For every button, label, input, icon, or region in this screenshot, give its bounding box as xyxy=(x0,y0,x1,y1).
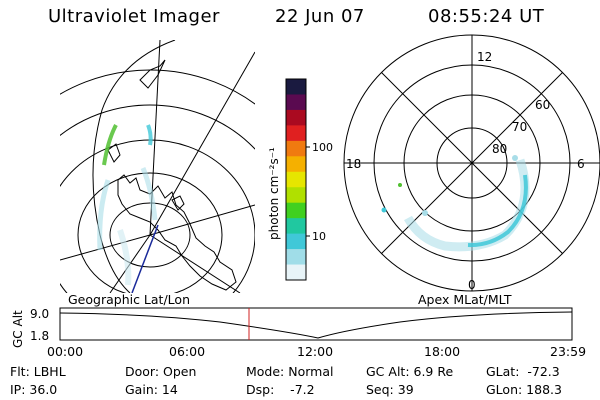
timeline-right-caption: Apex MLat/MLT xyxy=(418,292,512,307)
meridian-1 xyxy=(149,51,255,236)
colorbar-band xyxy=(286,125,306,142)
meridian-6 xyxy=(149,234,241,293)
coastline-4 xyxy=(171,195,185,211)
mlt-label-18: 18 xyxy=(346,157,361,171)
mlt-label-12: 12 xyxy=(477,50,492,64)
earth-limb xyxy=(92,40,176,293)
time-tick-1200: 12:00 xyxy=(297,344,334,359)
mlat-label-80: 80 xyxy=(492,142,507,156)
altitude-timeline: Geographic Lat/Lon Apex MLat/MLT GC Alt … xyxy=(11,292,573,348)
colorbar-band xyxy=(286,171,306,188)
colorbar-label: photon cm⁻²s⁻¹ xyxy=(267,147,281,240)
colorbar-band xyxy=(286,140,306,157)
colorbar-band xyxy=(286,79,306,95)
aurora-emission-polar xyxy=(381,155,530,252)
colorbar-tick-10: 10 xyxy=(312,230,326,243)
colorbar-band xyxy=(286,187,306,204)
mlt-label-6: 6 xyxy=(577,157,585,171)
time-tick-0000: 00:00 xyxy=(47,344,84,359)
mlat-label-70: 70 xyxy=(512,120,527,134)
observation-time: 08:55:24 UT xyxy=(428,6,545,27)
polar-plot: 12 18 6 0 60 70 80 xyxy=(343,34,600,292)
colorbar-tick-100: 100 xyxy=(312,141,333,154)
observation-date: 22 Jun 07 xyxy=(275,6,365,27)
geographic-map xyxy=(60,40,255,293)
gc-alt-value: GC Alt: 6.9 Re xyxy=(366,364,454,379)
glon-value: GLon: 188.3 xyxy=(486,382,562,397)
colorbar-band xyxy=(286,156,306,173)
dsp-value: Dsp: -7.2 xyxy=(246,382,315,397)
lat-circle-2 xyxy=(77,172,223,293)
meridian-3 xyxy=(149,204,255,236)
meridian-5 xyxy=(60,234,151,261)
gain-value: Gain: 14 xyxy=(125,382,178,397)
lat-circle-1 xyxy=(109,202,191,268)
timeline-left-caption: Geographic Lat/Lon xyxy=(68,292,190,307)
seq-value: Seq: 39 xyxy=(366,382,414,397)
mlt-label-0: 0 xyxy=(468,278,476,292)
timeline-y-tick-low: 1.8 xyxy=(30,329,49,343)
colorbar-band xyxy=(286,202,306,219)
instrument-title: Ultraviolet Imager xyxy=(48,6,220,27)
timeline-y-label: GC Alt xyxy=(11,310,25,348)
colorbar xyxy=(286,79,306,281)
time-tick-0600: 06:00 xyxy=(169,344,206,359)
lat-circle-4 xyxy=(60,104,255,150)
filter-value: Flt: LBHL xyxy=(10,364,66,379)
satellite-track xyxy=(131,224,159,293)
mode-value: Mode: Normal xyxy=(246,364,334,379)
time-tick-2359: 23:59 xyxy=(550,344,587,359)
colorbar-band xyxy=(286,233,306,250)
ip-value: IP: 36.0 xyxy=(10,382,58,397)
colorbar-band xyxy=(286,264,306,281)
colorbar-band xyxy=(286,249,306,266)
coastline-2 xyxy=(107,143,121,163)
colorbar-band xyxy=(286,94,306,111)
altitude-curve xyxy=(59,311,573,339)
colorbar-band xyxy=(286,109,306,126)
mlat-label-60: 60 xyxy=(535,98,550,112)
coastline-3 xyxy=(139,59,166,89)
time-tick-1800: 18:00 xyxy=(424,344,461,359)
aurora-emission-left xyxy=(97,124,158,286)
colorbar-frame xyxy=(285,78,307,281)
coastline xyxy=(117,174,237,291)
colorbar-band xyxy=(286,218,306,235)
door-value: Door: Open xyxy=(125,364,197,379)
timeline-frame xyxy=(59,307,573,341)
timeline-y-tick-high: 9.0 xyxy=(30,307,49,321)
glat-value: GLat: -72.3 xyxy=(486,364,560,379)
